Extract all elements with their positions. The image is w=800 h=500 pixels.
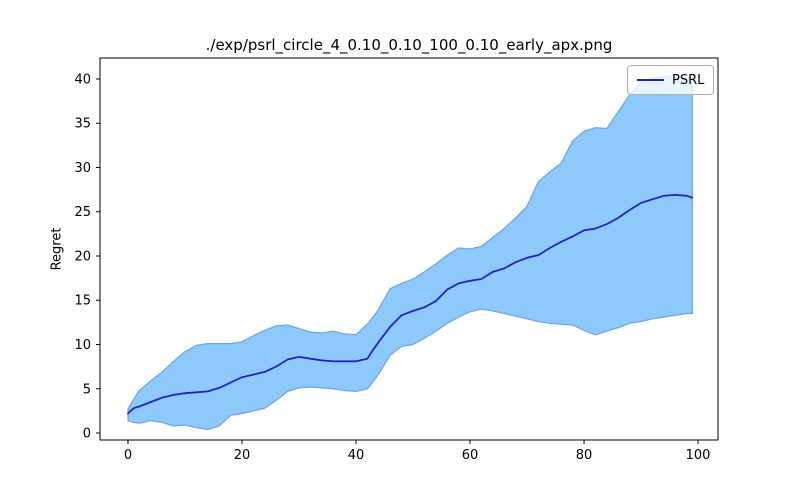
y-tick-label: 0 xyxy=(83,427,91,442)
legend-line-sample xyxy=(637,79,664,81)
x-tick-label: 100 xyxy=(686,448,711,463)
y-tick-label: 40 xyxy=(74,72,91,87)
y-tick-label: 10 xyxy=(74,338,91,353)
y-axis-label: Regret xyxy=(49,227,65,271)
chart-title: ./exp/psrl_circle_4_0.10_0.10_100_0.10_e… xyxy=(205,36,613,54)
x-tick-label: 40 xyxy=(348,448,365,463)
y-tick-label: 20 xyxy=(74,249,91,264)
x-tick-label: 60 xyxy=(462,448,479,463)
y-tick-label: 5 xyxy=(83,382,91,397)
psrl-mean-line xyxy=(127,194,694,415)
y-tick-label: 30 xyxy=(74,161,91,176)
y-tick-label: 35 xyxy=(74,117,91,132)
x-tick-label: 0 xyxy=(124,448,132,463)
legend-label: PSRL xyxy=(672,72,705,88)
x-tick-label: 80 xyxy=(576,448,593,463)
x-tick-label: 20 xyxy=(234,448,251,463)
y-tick-label: 25 xyxy=(74,205,91,220)
legend: PSRL xyxy=(627,65,714,95)
plot-border xyxy=(99,57,719,441)
y-tick-label: 15 xyxy=(74,294,91,309)
confidence-band xyxy=(127,74,693,431)
